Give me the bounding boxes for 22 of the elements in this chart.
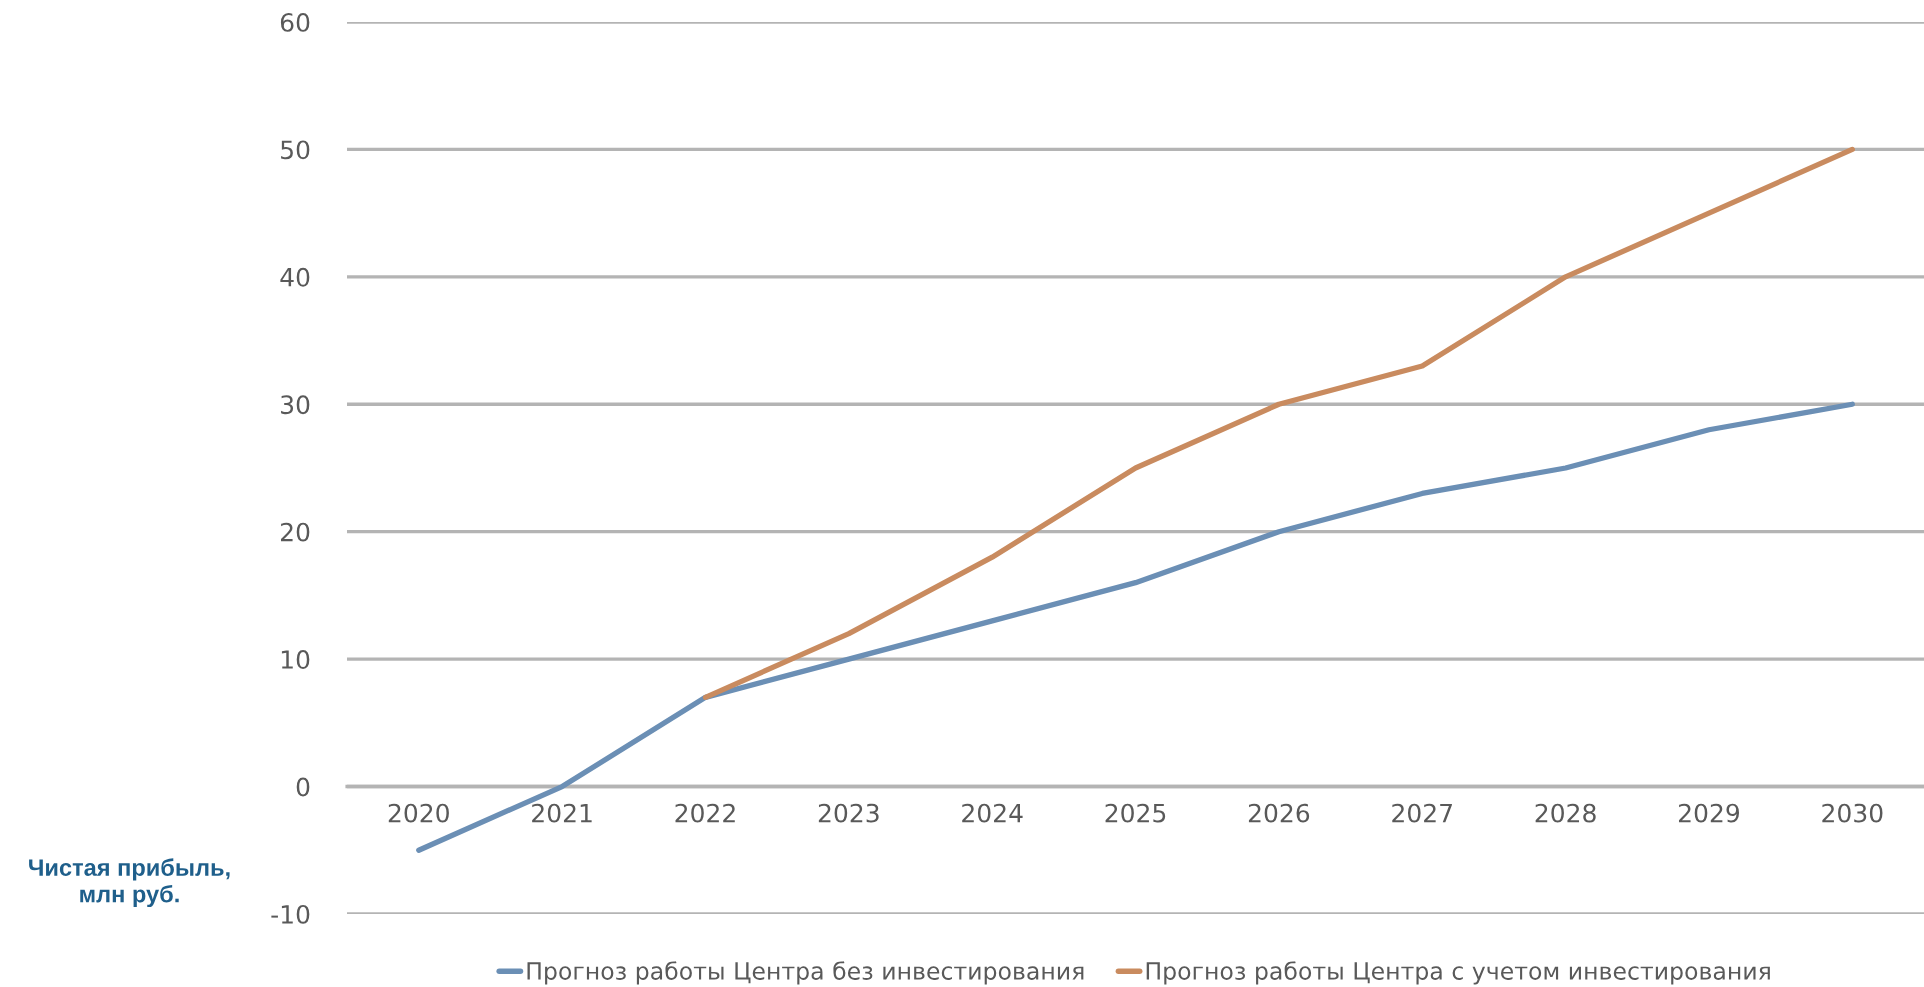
y-tick-label: 40 (280, 267, 310, 287)
y-tick-label: 60 (280, 12, 310, 32)
x-tick-label: 2026 (1248, 803, 1310, 823)
legend-label: Прогноз работы Центра с учетом инвестирования (1146, 961, 1770, 985)
x-tick-label: 2023 (818, 803, 879, 823)
x-tick-label: 2029 (1678, 803, 1740, 823)
x-tick-label: 2022 (675, 803, 735, 823)
y-tick-label: -10 (271, 904, 310, 924)
y-tick-label: 0 (296, 777, 310, 797)
y-tick-label: 30 (281, 395, 310, 415)
x-tick-label: 2028 (1535, 803, 1596, 823)
legend-label: Прогноз работы Центра без инвестирования (527, 961, 1084, 985)
x-tick-label: 2027 (1392, 803, 1452, 823)
y-axis-title: Чистая прибыль, млн руб. (29, 858, 230, 908)
x-tick-label: 2025 (1105, 803, 1166, 823)
x-tick-label: 2024 (962, 803, 1023, 823)
x-tick-label: 2021 (532, 803, 592, 823)
y-tick-label: 10 (281, 650, 310, 669)
y-tick-label: 50 (281, 140, 310, 160)
y-tick-label: 20 (281, 522, 310, 542)
x-tick-label: 2020 (388, 803, 449, 823)
x-tick-label: 2030 (1822, 803, 1883, 823)
